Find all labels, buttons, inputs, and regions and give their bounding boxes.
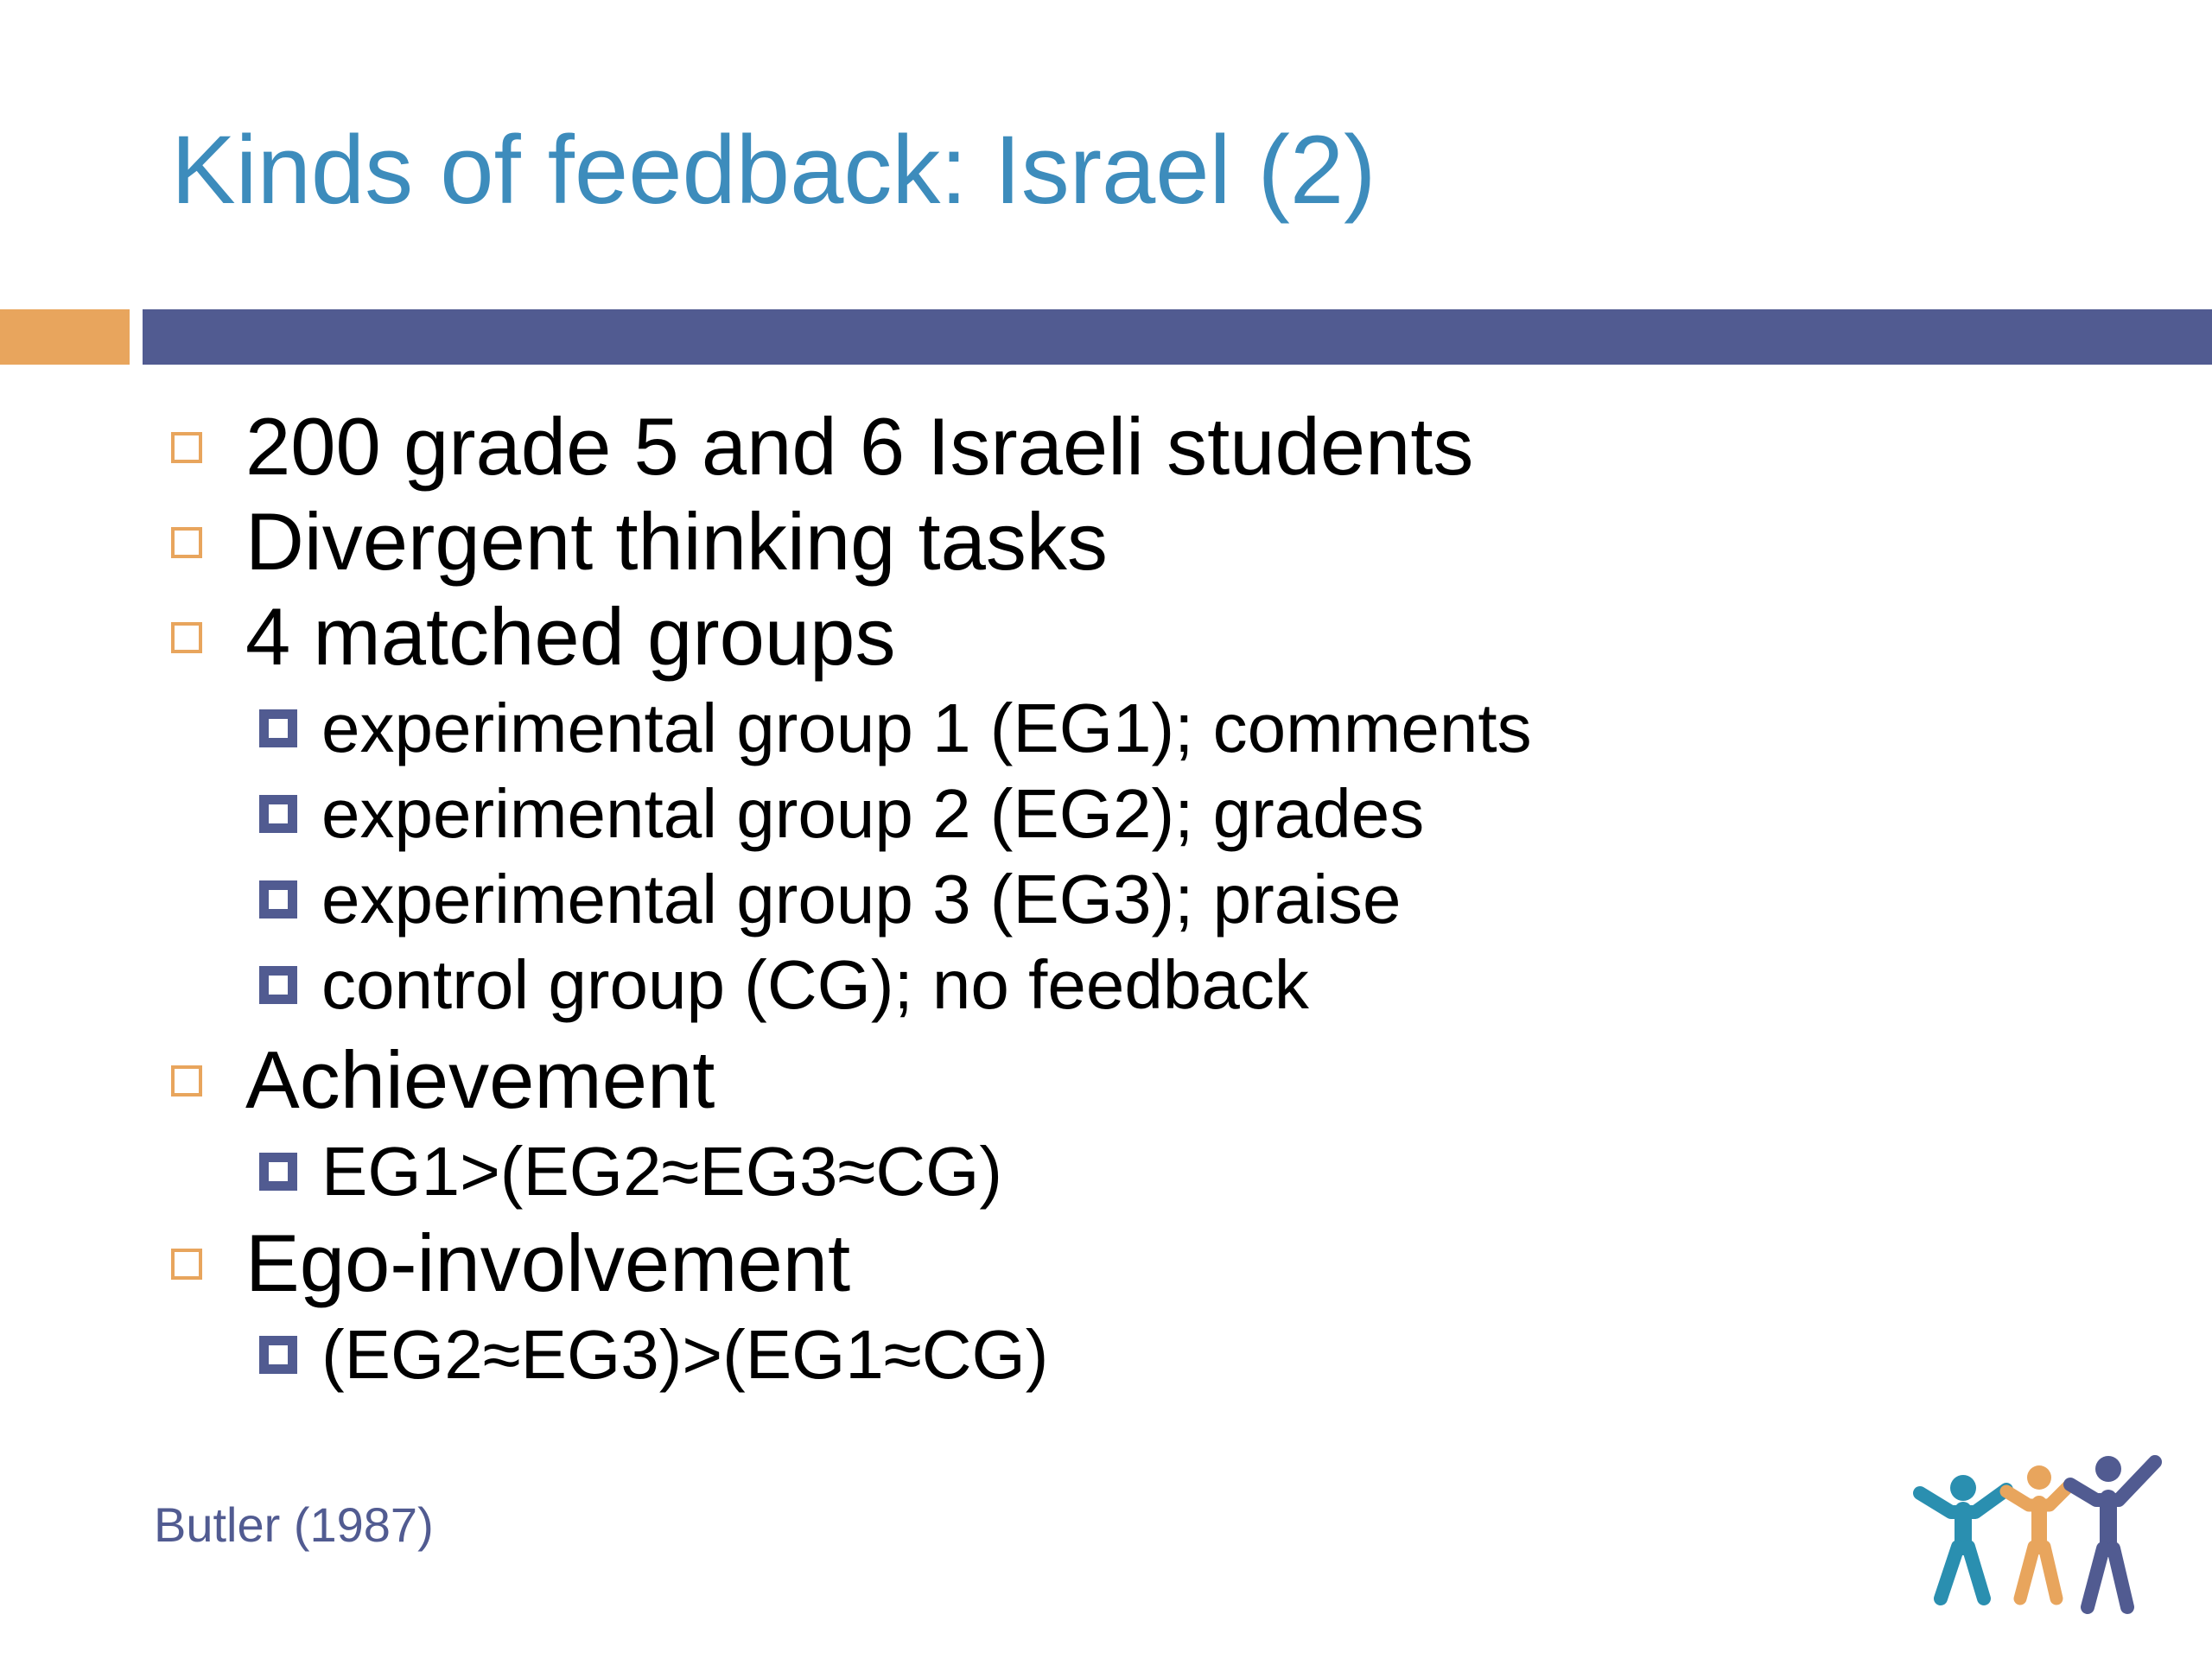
bullet-item: Ego-involvement (171, 1223, 850, 1304)
filled-square-bullet-icon (259, 794, 297, 833)
bullet-item: Divergent thinking tasks (171, 501, 1108, 582)
bullet-text: Achievement (245, 1034, 715, 1125)
three-people-raising-arms-icon (1913, 1455, 2162, 1614)
sub-bullet-text: (EG2≈EG3)>(EG1≈CG) (321, 1316, 1049, 1393)
sub-bullet-text: control group (CG); no feedback (321, 946, 1309, 1023)
filled-square-bullet-icon (259, 709, 297, 747)
citation: Butler (1987) (154, 1497, 434, 1552)
bullet-text: Divergent thinking tasks (245, 496, 1108, 587)
filled-square-bullet-icon (259, 1152, 297, 1191)
filled-square-bullet-icon (259, 965, 297, 1004)
bullet-item: 200 grade 5 and 6 Israeli students (171, 406, 1473, 487)
sub-bullet-item: EG1>(EG2≈EG3≈CG) (259, 1137, 1002, 1206)
sub-bullet-text: EG1>(EG2≈EG3≈CG) (321, 1133, 1003, 1210)
sub-bullet-item: experimental group 3 (EG3); praise (259, 865, 1402, 934)
filled-square-bullet-icon (259, 880, 297, 918)
hollow-square-bullet-icon (171, 1249, 202, 1281)
sub-bullet-text: experimental group 2 (EG2); grades (321, 775, 1425, 852)
sub-bullet-item: experimental group 2 (EG2); grades (259, 779, 1424, 849)
bullet-text: 200 grade 5 and 6 Israeli students (245, 401, 1474, 492)
hollow-square-bullet-icon (171, 432, 202, 464)
bullet-item: 4 matched groups (171, 596, 895, 677)
bullet-item: Achievement (171, 1039, 715, 1121)
sub-bullet-item: (EG2≈EG3)>(EG1≈CG) (259, 1320, 1048, 1389)
sub-bullet-text: experimental group 1 (EG1); comments (321, 690, 1532, 766)
hollow-square-bullet-icon (171, 527, 202, 559)
bullet-text: Ego-involvement (245, 1217, 851, 1308)
slide-title: Kinds of feedback: Israel (2) (171, 116, 1376, 224)
filled-square-bullet-icon (259, 1335, 297, 1374)
sub-bullet-item: control group (CG); no feedback (259, 950, 1309, 1020)
sub-bullet-text: experimental group 3 (EG3); praise (321, 861, 1402, 938)
hollow-square-bullet-icon (171, 1065, 202, 1097)
accent-bar-orange (0, 309, 130, 365)
hollow-square-bullet-icon (171, 622, 202, 654)
sub-bullet-item: experimental group 1 (EG1); comments (259, 694, 1532, 763)
bullet-text: 4 matched groups (245, 591, 896, 682)
accent-bar-blue (143, 309, 2212, 365)
